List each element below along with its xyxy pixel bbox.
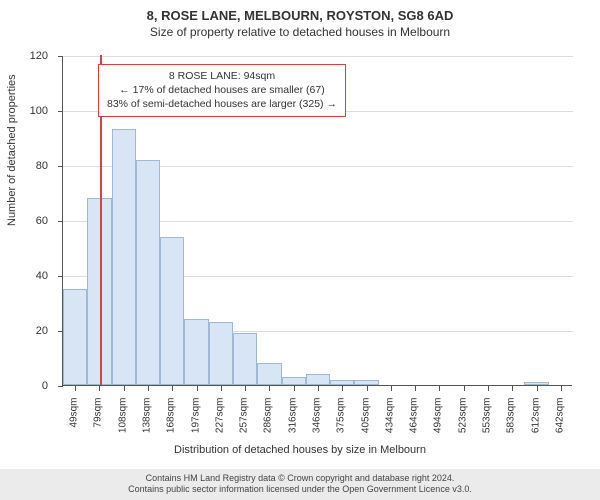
- y-tick-label: 0: [0, 380, 56, 392]
- histogram-bar: [136, 160, 160, 386]
- histogram-bar: [209, 322, 233, 385]
- chart-title: 8, ROSE LANE, MELBOURN, ROYSTON, SG8 6AD: [0, 0, 600, 23]
- x-tick-label: 108sqm: [117, 398, 128, 448]
- x-tick-label: 257sqm: [239, 398, 250, 448]
- chart-container: 8, ROSE LANE, MELBOURN, ROYSTON, SG8 6AD…: [0, 0, 600, 500]
- y-axis-label: Number of detached properties: [6, 74, 18, 226]
- annotation-line1: 8 ROSE LANE: 94sqm: [107, 69, 337, 83]
- y-tick-mark: [58, 56, 63, 57]
- x-tick-mark: [561, 386, 562, 391]
- x-tick-mark: [488, 386, 489, 391]
- histogram-bar: [330, 380, 354, 386]
- histogram-bar: [112, 129, 136, 385]
- x-tick-label: 316sqm: [287, 398, 298, 448]
- x-tick-mark: [439, 386, 440, 391]
- x-tick-label: 79sqm: [93, 398, 104, 448]
- x-tick-label: 197sqm: [190, 398, 201, 448]
- x-tick-label: 405sqm: [360, 398, 371, 448]
- histogram-bar: [184, 319, 208, 385]
- x-tick-mark: [75, 386, 76, 391]
- histogram-bar: [233, 333, 257, 385]
- annotation-line2: ← 17% of detached houses are smaller (67…: [107, 83, 337, 97]
- footer: Contains HM Land Registry data © Crown c…: [0, 469, 600, 500]
- x-tick-mark: [415, 386, 416, 391]
- histogram-bar: [354, 380, 378, 386]
- histogram-bar: [257, 363, 281, 385]
- footer-line1: Contains HM Land Registry data © Crown c…: [6, 473, 594, 485]
- chart-subtitle: Size of property relative to detached ho…: [0, 23, 600, 39]
- y-tick-mark: [58, 386, 63, 387]
- x-tick-label: 49sqm: [69, 398, 80, 448]
- y-tick-label: 120: [0, 50, 56, 62]
- y-tick-label: 80: [0, 160, 56, 172]
- x-tick-label: 583sqm: [506, 398, 517, 448]
- x-tick-mark: [148, 386, 149, 391]
- x-tick-label: 375sqm: [336, 398, 347, 448]
- x-tick-mark: [537, 386, 538, 391]
- histogram-bar: [306, 374, 330, 385]
- histogram-bar: [282, 377, 306, 385]
- footer-line2: Contains public sector information licen…: [6, 484, 594, 496]
- histogram-bar: [524, 382, 548, 385]
- y-tick-mark: [58, 221, 63, 222]
- x-tick-mark: [464, 386, 465, 391]
- y-tick-label: 60: [0, 215, 56, 227]
- x-tick-mark: [124, 386, 125, 391]
- histogram-bar: [160, 237, 184, 386]
- x-tick-label: 346sqm: [312, 398, 323, 448]
- x-tick-mark: [318, 386, 319, 391]
- annotation-line3: 83% of semi-detached houses are larger (…: [107, 97, 337, 111]
- y-tick-label: 100: [0, 105, 56, 117]
- x-tick-label: 434sqm: [384, 398, 395, 448]
- grid-line: [63, 56, 573, 57]
- y-tick-mark: [58, 166, 63, 167]
- x-tick-mark: [294, 386, 295, 391]
- x-tick-mark: [512, 386, 513, 391]
- y-tick-mark: [58, 111, 63, 112]
- x-tick-label: 523sqm: [457, 398, 468, 448]
- y-tick-label: 20: [0, 325, 56, 337]
- x-tick-mark: [99, 386, 100, 391]
- x-tick-mark: [367, 386, 368, 391]
- y-tick-mark: [58, 276, 63, 277]
- annotation-box: 8 ROSE LANE: 94sqm ← 17% of detached hou…: [98, 64, 346, 117]
- x-tick-label: 464sqm: [409, 398, 420, 448]
- x-tick-label: 612sqm: [530, 398, 541, 448]
- x-tick-label: 227sqm: [214, 398, 225, 448]
- x-tick-mark: [269, 386, 270, 391]
- x-tick-mark: [391, 386, 392, 391]
- x-tick-mark: [221, 386, 222, 391]
- y-tick-label: 40: [0, 270, 56, 282]
- x-tick-mark: [245, 386, 246, 391]
- x-tick-mark: [342, 386, 343, 391]
- x-tick-label: 494sqm: [433, 398, 444, 448]
- x-tick-label: 168sqm: [166, 398, 177, 448]
- histogram-bar: [63, 289, 87, 385]
- x-tick-mark: [172, 386, 173, 391]
- x-tick-mark: [197, 386, 198, 391]
- x-tick-label: 286sqm: [263, 398, 274, 448]
- x-tick-label: 553sqm: [482, 398, 493, 448]
- x-tick-label: 138sqm: [142, 398, 153, 448]
- plot-area: 8 ROSE LANE: 94sqm ← 17% of detached hou…: [62, 56, 572, 386]
- x-tick-label: 642sqm: [554, 398, 565, 448]
